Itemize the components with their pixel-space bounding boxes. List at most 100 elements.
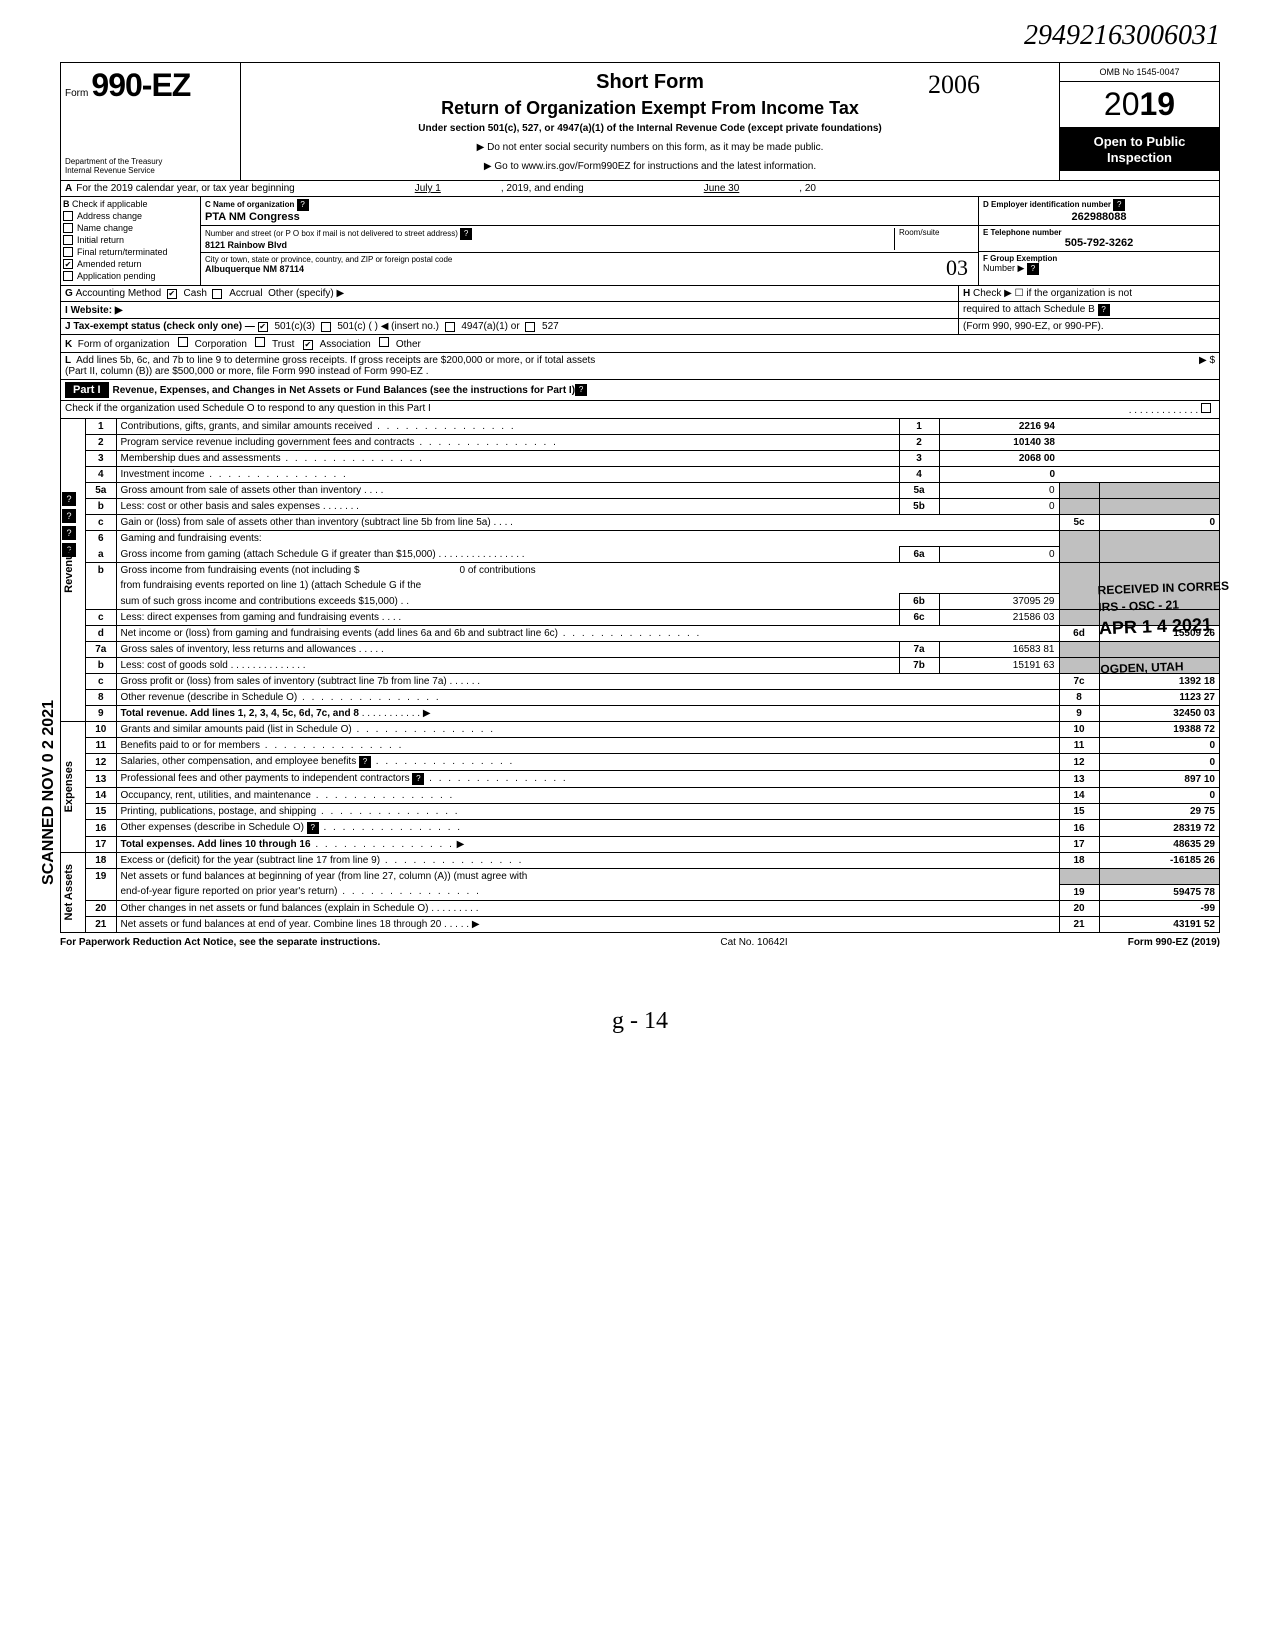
under-section: Under section 501(c), 527, or 4947(a)(1)… xyxy=(249,123,1051,134)
chk-501c3[interactable]: ✔ xyxy=(258,322,268,332)
chk-initial-return[interactable]: Initial return xyxy=(63,235,198,245)
row-a-text: For the 2019 calendar year, or tax year … xyxy=(76,183,294,194)
chk-trust[interactable] xyxy=(255,337,265,347)
help-icon[interactable]: ? xyxy=(307,822,319,834)
part1-header-row: Part I Revenue, Expenses, and Changes in… xyxy=(60,380,1220,401)
part1-label: Part I xyxy=(65,382,109,398)
handwritten-top-right: 29492163006031 xyxy=(1024,20,1220,52)
part1-check-row: Check if the organization used Schedule … xyxy=(60,401,1220,419)
help-icon[interactable]: ? xyxy=(62,509,76,523)
org-name: PTA NM Congress xyxy=(205,211,309,223)
room-suite-label: Room/suite xyxy=(894,228,974,250)
label-a: A xyxy=(65,183,72,194)
row-a-calendar-year: A For the 2019 calendar year, or tax yea… xyxy=(60,181,1220,197)
omb-number: OMB No 1545-0047 xyxy=(1060,63,1219,82)
col-c: C Name of organization ? PTA NM Congress… xyxy=(201,197,979,285)
col-c-addr-row: Number and street (or P O box if mail is… xyxy=(201,226,978,253)
year-prefix: 20 xyxy=(1104,86,1140,122)
row-j: J Tax-exempt status (check only one) — ✔… xyxy=(60,319,1220,335)
col-d: D Employer identification number ? 26298… xyxy=(979,197,1219,226)
col-c-name-row: C Name of organization ? PTA NM Congress xyxy=(201,197,978,226)
row-h-2: required to attach Schedule B ? xyxy=(959,302,1219,318)
footer-right: Form 990-EZ (2019) xyxy=(1128,937,1220,948)
header-right: OMB No 1545-0047 2019 Open to PublicInsp… xyxy=(1059,63,1219,180)
chk-accrual[interactable] xyxy=(212,289,222,299)
return-title: Return of Organization Exempt From Incom… xyxy=(249,98,1051,119)
footer-center: Cat No. 10642I xyxy=(720,937,787,948)
main-info-block: B Check if applicable Address change Nam… xyxy=(60,197,1220,286)
chk-527[interactable] xyxy=(525,322,535,332)
row-j-left: J Tax-exempt status (check only one) — ✔… xyxy=(61,319,959,334)
row-a-end2: , 20 xyxy=(799,183,816,194)
chk-name-change[interactable]: Name change xyxy=(63,223,198,233)
chk-application-pending[interactable]: Application pending xyxy=(63,271,198,281)
col-c-city-row: City or town, state or province, country… xyxy=(201,253,978,276)
row-g: G Accounting Method ✔ Cash Accrual Other… xyxy=(61,286,959,301)
chk-corp[interactable] xyxy=(178,337,188,347)
row-a-begin: July 1 xyxy=(415,183,441,194)
help-icon[interactable]: ? xyxy=(575,384,587,396)
help-icon[interactable]: ? xyxy=(359,756,371,768)
expenses-side-label: Expenses xyxy=(61,722,86,852)
chk-4947[interactable] xyxy=(445,322,455,332)
row-i: I Website: ▶ required to attach Schedule… xyxy=(60,302,1220,319)
expenses-section: Expenses 10Grants and similar amounts pa… xyxy=(60,722,1220,853)
form-number: 990-EZ xyxy=(91,67,190,103)
form-header: Form 990-EZ Department of the TreasuryIn… xyxy=(60,62,1220,181)
col-f: F Group Exemption Number ▶ ? xyxy=(979,252,1219,277)
chk-address-change[interactable]: Address change xyxy=(63,211,198,221)
help-icon[interactable]: ? xyxy=(62,526,76,540)
col-de: D Employer identification number ? 26298… xyxy=(979,197,1219,285)
part1-title: Revenue, Expenses, and Changes in Net As… xyxy=(113,385,576,396)
ein: 262988088 xyxy=(983,211,1215,223)
form-prefix: Form xyxy=(65,88,88,99)
handwritten-03: 03 xyxy=(946,255,968,281)
chk-amended-return[interactable]: ✔Amended return xyxy=(63,259,198,269)
col-e: E Telephone number 505-792-3262 xyxy=(979,226,1219,252)
dept-text: Department of the TreasuryInternal Reven… xyxy=(65,157,236,176)
net-assets-side-label: Net Assets xyxy=(61,853,86,932)
org-address: 8121 Rainbow Blvd xyxy=(205,240,894,250)
year-suffix: 19 xyxy=(1140,86,1176,122)
scanned-stamp: SCANNED NOV 0 2 2021 xyxy=(40,700,58,885)
handwritten-year: 2006 xyxy=(928,70,980,100)
footer: For Paperwork Reduction Act Notice, see … xyxy=(60,937,1220,948)
row-l-arrow: ▶ $ xyxy=(1199,355,1215,377)
help-icon[interactable]: ? xyxy=(62,492,76,506)
tax-year: 2019 xyxy=(1060,82,1219,128)
org-city: Albuquerque NM 87114 xyxy=(205,264,452,274)
row-l: L Add lines 5b, 6c, and 7b to line 9 to … xyxy=(60,353,1220,380)
chk-final-return[interactable]: Final return/terminated xyxy=(63,247,198,257)
top-numbers-row: 29492163006031 xyxy=(60,20,1220,52)
chk-other-org[interactable] xyxy=(379,337,389,347)
chk-501c[interactable] xyxy=(321,322,331,332)
row-g-h: G Accounting Method ✔ Cash Accrual Other… xyxy=(60,286,1220,302)
help-icon[interactable]: ? xyxy=(1027,263,1039,275)
revenue-section: Revenue 1Contributions, gifts, grants, a… xyxy=(60,419,1220,722)
instr1: ▶ Do not enter social security numbers o… xyxy=(249,142,1051,153)
instr2: ▶ Go to www.irs.gov/Form990EZ for instru… xyxy=(249,161,1051,172)
footer-left: For Paperwork Reduction Act Notice, see … xyxy=(60,937,380,948)
help-icon[interactable]: ? xyxy=(1113,199,1125,211)
help-icon[interactable]: ? xyxy=(460,228,472,240)
row-h-3: (Form 990, 990-EZ, or 990-PF). xyxy=(959,319,1219,334)
row-a-mid: , 2019, and ending xyxy=(501,183,584,194)
revenue-side-label: Revenue xyxy=(61,419,86,721)
open-public: Open to PublicInspection xyxy=(1060,128,1219,171)
row-a-end: June 30 xyxy=(704,183,740,194)
row-h: H Check ▶ ☐ if the organization is not xyxy=(959,286,1219,301)
col-b-check: Check if applicable xyxy=(72,199,148,209)
row-i-left: I Website: ▶ xyxy=(61,302,959,318)
help-icon[interactable]: ? xyxy=(297,199,309,211)
chk-cash[interactable]: ✔ xyxy=(167,289,177,299)
received-stamp: RECEIVED IN CORRES IRS - OSC - 21 APR 1 … xyxy=(1097,578,1232,678)
help-icon[interactable]: ? xyxy=(1098,304,1110,316)
help-icon[interactable]: ? xyxy=(412,773,424,785)
net-assets-section: Net Assets 18Excess or (deficit) for the… xyxy=(60,853,1220,933)
phone: 505-792-3262 xyxy=(983,237,1215,249)
bottom-handwritten: g - 14 xyxy=(60,1008,1220,1035)
label-b: B xyxy=(63,199,70,209)
col-b: B Check if applicable Address change Nam… xyxy=(61,197,201,285)
chk-assoc[interactable]: ✔ xyxy=(303,340,313,350)
chk-schedule-o[interactable] xyxy=(1201,403,1211,413)
